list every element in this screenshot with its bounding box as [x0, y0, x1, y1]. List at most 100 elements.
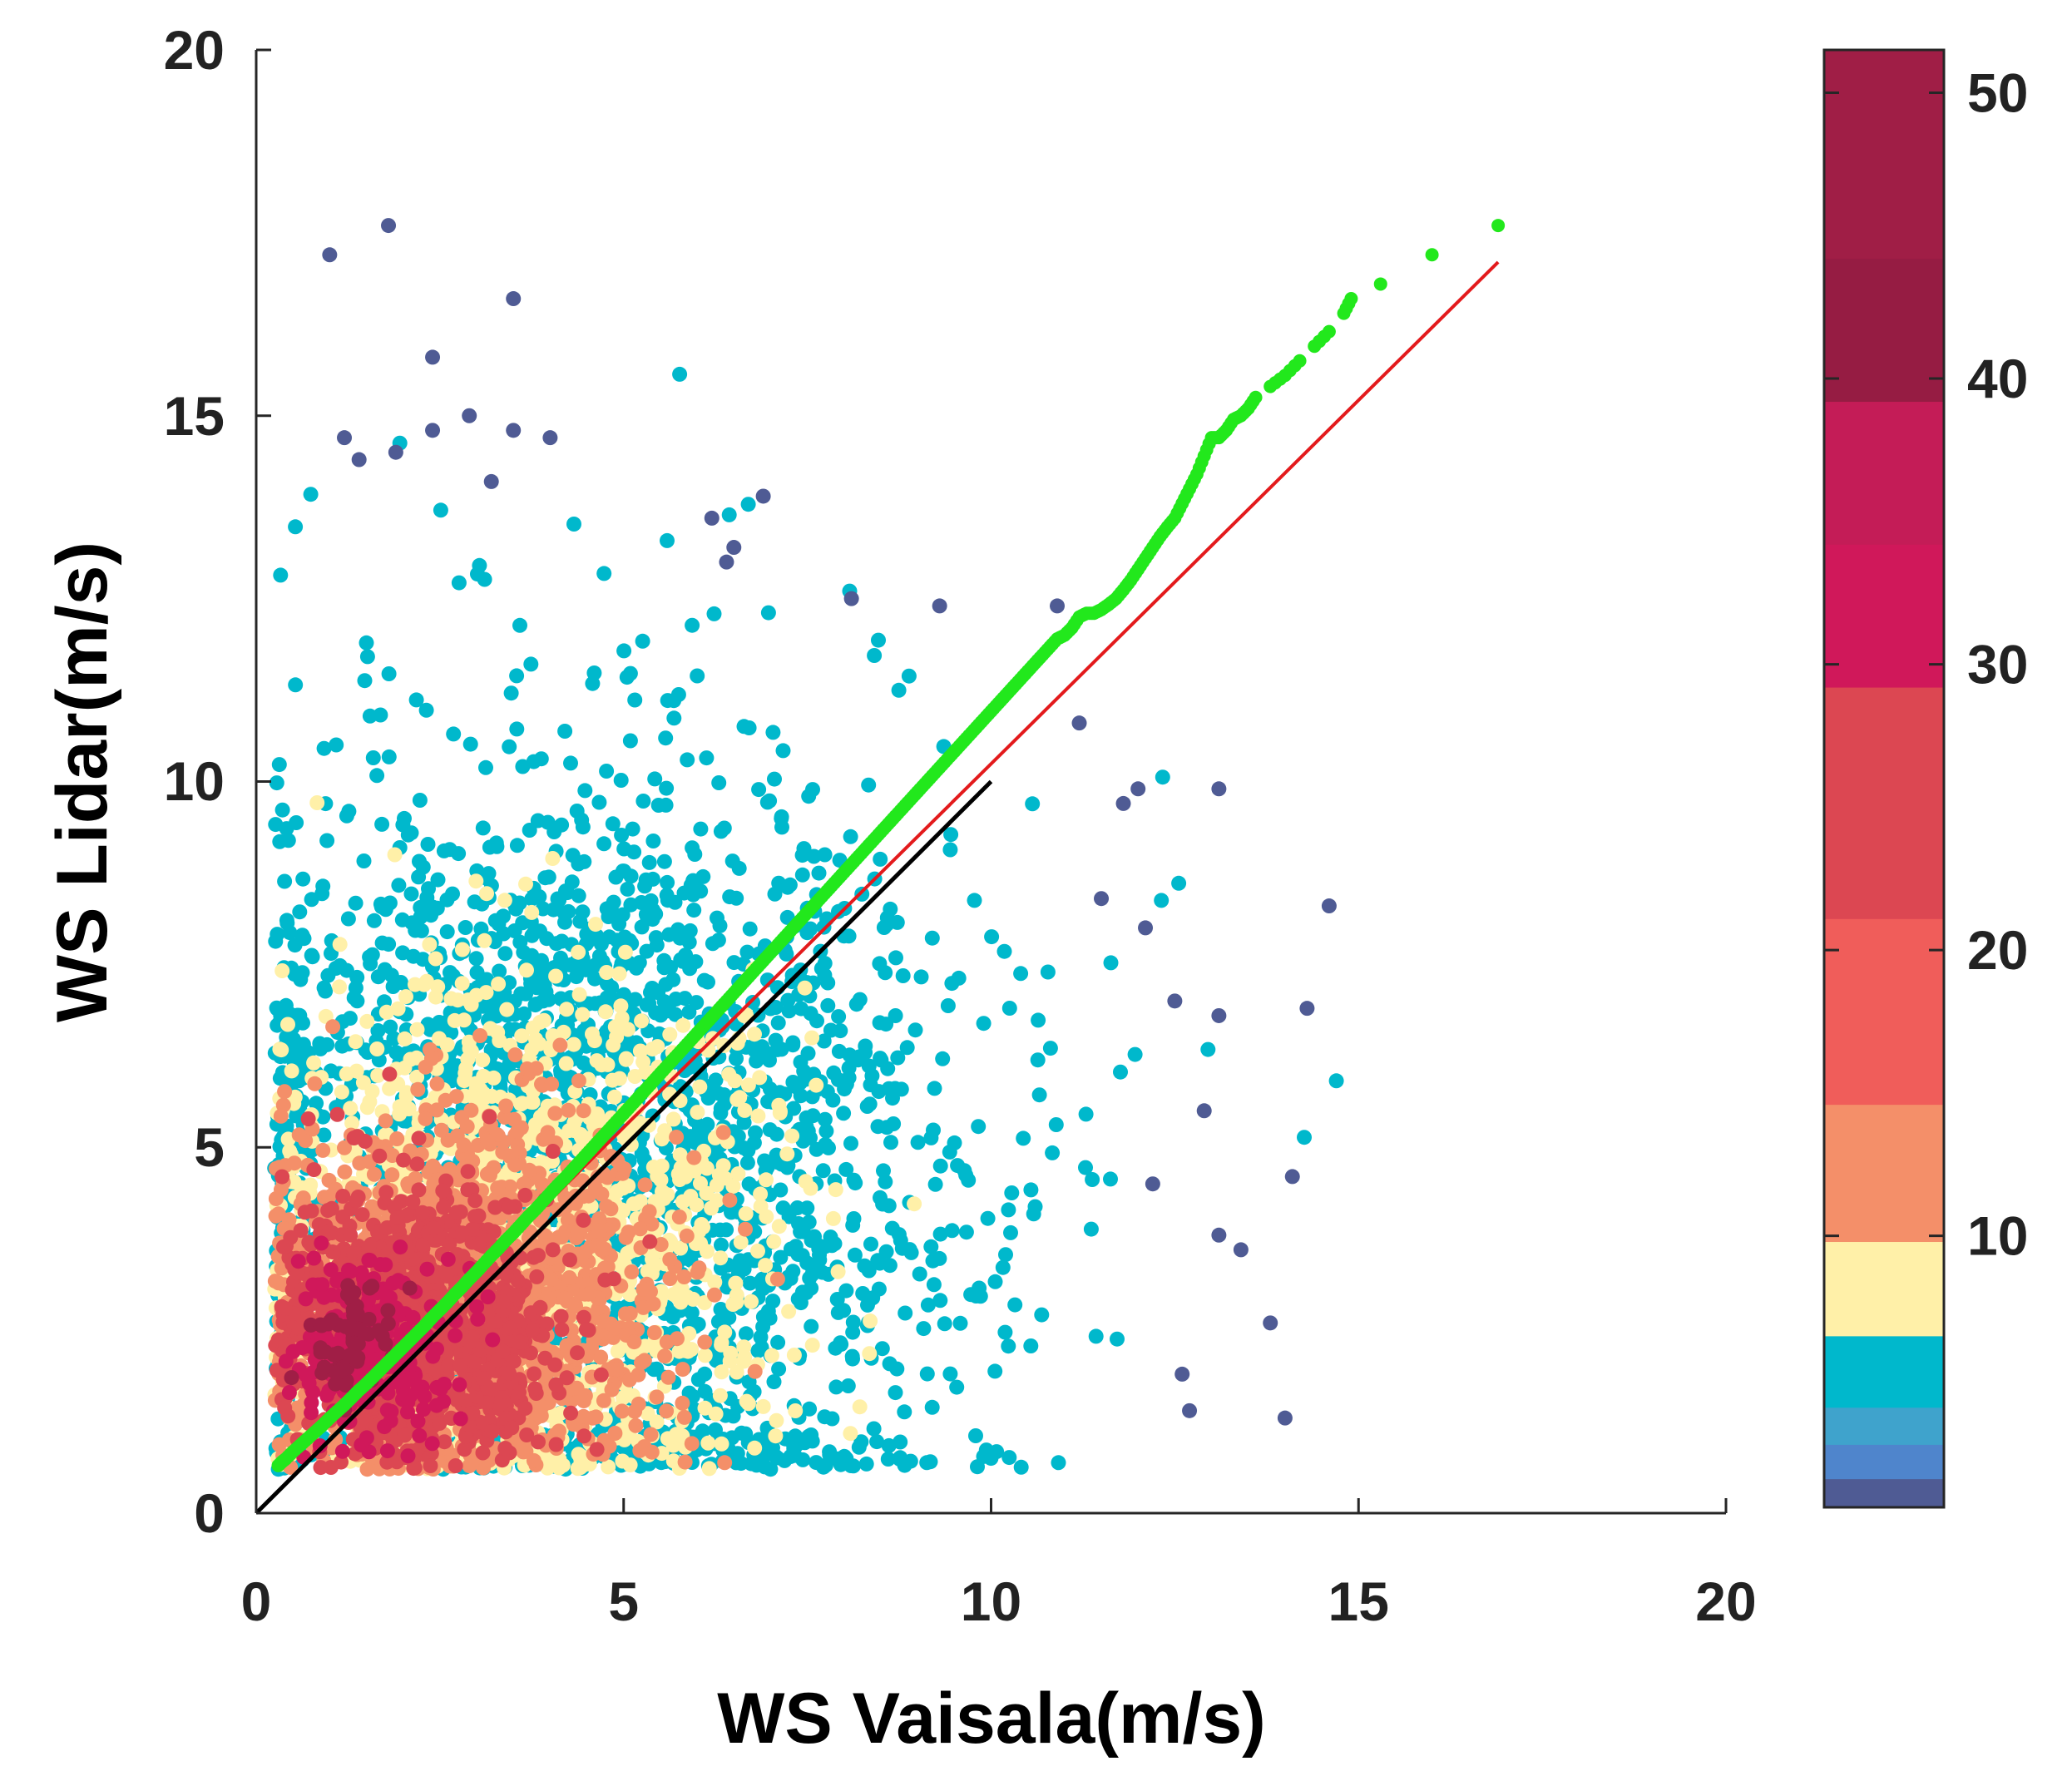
density-point	[816, 1033, 832, 1049]
density-point	[415, 859, 431, 875]
density-point	[942, 1144, 957, 1160]
density-point	[677, 1454, 693, 1470]
density-point	[329, 737, 344, 753]
density-point	[675, 1017, 691, 1033]
density-point	[596, 566, 612, 581]
density-point	[729, 890, 744, 906]
density-point	[697, 1334, 713, 1350]
density-point	[473, 921, 489, 937]
density-point	[1003, 1224, 1018, 1240]
density-point	[818, 1457, 833, 1473]
density-point	[315, 878, 331, 894]
density-point	[601, 929, 617, 945]
density-point	[656, 853, 672, 869]
density-point	[359, 635, 374, 651]
density-point	[800, 1046, 816, 1061]
density-point	[410, 1081, 426, 1097]
density-point	[332, 937, 348, 952]
density-point	[759, 1172, 774, 1188]
density-point	[386, 1031, 402, 1046]
density-point	[987, 1274, 1003, 1289]
density-point	[714, 1237, 729, 1253]
density-point	[686, 903, 702, 918]
density-point	[942, 1366, 958, 1382]
density-point	[688, 954, 704, 970]
density-point	[818, 1123, 834, 1139]
density-point	[795, 1452, 811, 1467]
density-point	[881, 1437, 897, 1453]
density-point	[880, 1061, 896, 1076]
density-point	[820, 997, 836, 1013]
density-point	[575, 819, 591, 835]
density-point	[460, 1051, 476, 1067]
density-point	[672, 1147, 688, 1163]
density-point	[348, 1034, 363, 1050]
density-point	[980, 1210, 996, 1226]
density-point	[645, 834, 661, 848]
density-point	[747, 1440, 763, 1456]
density-point	[766, 1374, 782, 1390]
density-point	[316, 740, 332, 756]
density-point	[288, 519, 304, 535]
density-point	[272, 834, 288, 849]
density-point	[693, 821, 709, 837]
density-point	[927, 1176, 943, 1192]
density-point	[585, 675, 601, 691]
density-point	[1031, 1087, 1047, 1103]
density-point	[491, 916, 507, 932]
density-point	[1042, 1041, 1058, 1056]
density-point	[771, 1361, 787, 1377]
density-point	[712, 1222, 728, 1238]
density-point	[783, 1449, 799, 1464]
density-point	[433, 502, 448, 518]
density-point	[271, 757, 287, 773]
density-point	[615, 1453, 631, 1469]
density-point	[710, 910, 724, 926]
density-point	[519, 962, 534, 978]
density-point	[343, 1101, 359, 1116]
density-point	[952, 1315, 968, 1331]
density-point	[654, 1131, 670, 1147]
density-point	[828, 1340, 843, 1356]
density-point	[571, 888, 586, 903]
density-point	[279, 821, 294, 837]
density-point	[477, 571, 492, 587]
density-point	[668, 992, 684, 1007]
density-point	[721, 507, 737, 522]
density-point	[571, 944, 586, 960]
density-point	[397, 1060, 413, 1076]
density-point	[757, 1459, 773, 1475]
density-point	[639, 997, 655, 1012]
density-point	[490, 1180, 506, 1196]
density-point	[558, 883, 573, 899]
density-point	[888, 950, 903, 966]
density-point	[893, 1434, 908, 1450]
density-point	[711, 775, 727, 790]
density-point	[319, 1036, 335, 1052]
density-point	[927, 1081, 942, 1096]
density-point	[809, 1077, 824, 1093]
density-point	[944, 1223, 960, 1239]
density-point	[784, 1128, 800, 1144]
density-point	[1328, 1073, 1344, 1089]
density-point	[760, 1304, 776, 1319]
density-point	[462, 736, 478, 752]
density-point	[802, 1401, 818, 1417]
density-point	[319, 833, 335, 848]
density-point	[838, 1161, 854, 1177]
density-point	[691, 1260, 707, 1276]
density-point	[548, 936, 564, 952]
density-point	[657, 1348, 673, 1364]
density-point	[801, 789, 817, 804]
density-point	[309, 795, 325, 810]
density-point	[742, 1275, 758, 1291]
density-point	[774, 819, 789, 835]
density-point	[607, 1019, 623, 1035]
density-point	[577, 783, 593, 799]
density-point	[926, 1277, 942, 1293]
density-point	[457, 1072, 473, 1088]
density-point	[935, 1051, 951, 1066]
density-point	[647, 771, 663, 787]
density-point	[525, 1020, 541, 1036]
